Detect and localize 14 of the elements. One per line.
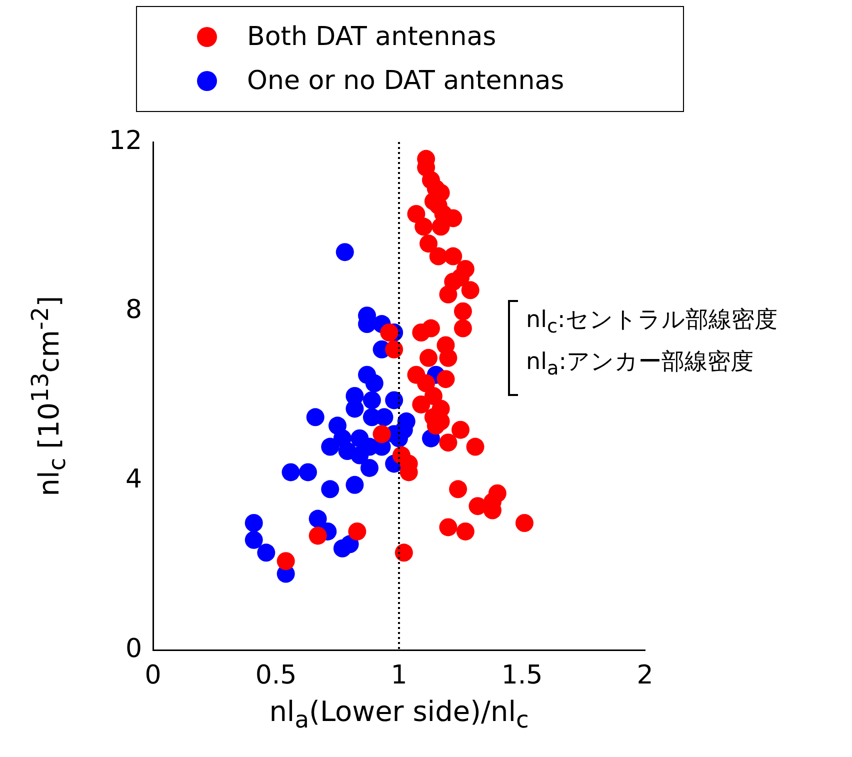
x-tick-label: 2 (636, 660, 654, 690)
legend-label: Both DAT antennas (247, 22, 496, 52)
x-tick-label: 1 (390, 660, 408, 690)
x-axis-title: nl$_{a}$(Lower side)/nl$_{c}$ (268, 695, 530, 734)
annotation: nl$_{a}$:アンカー部線密度 (526, 348, 754, 380)
y-tick-label: 12 (108, 126, 142, 156)
annotation: nl$_{c}$:セントラル部線密度 (526, 306, 778, 338)
y-tick-label: 0 (125, 634, 142, 664)
x-tick-label: 1.5 (501, 660, 543, 690)
x-tick-label: 0 (144, 660, 162, 690)
x-tick-label: 0.5 (255, 660, 297, 690)
legend-label: One or no DAT antennas (247, 66, 564, 96)
y-tick-label: 4 (125, 464, 142, 494)
y-tick-label: 8 (125, 295, 142, 326)
